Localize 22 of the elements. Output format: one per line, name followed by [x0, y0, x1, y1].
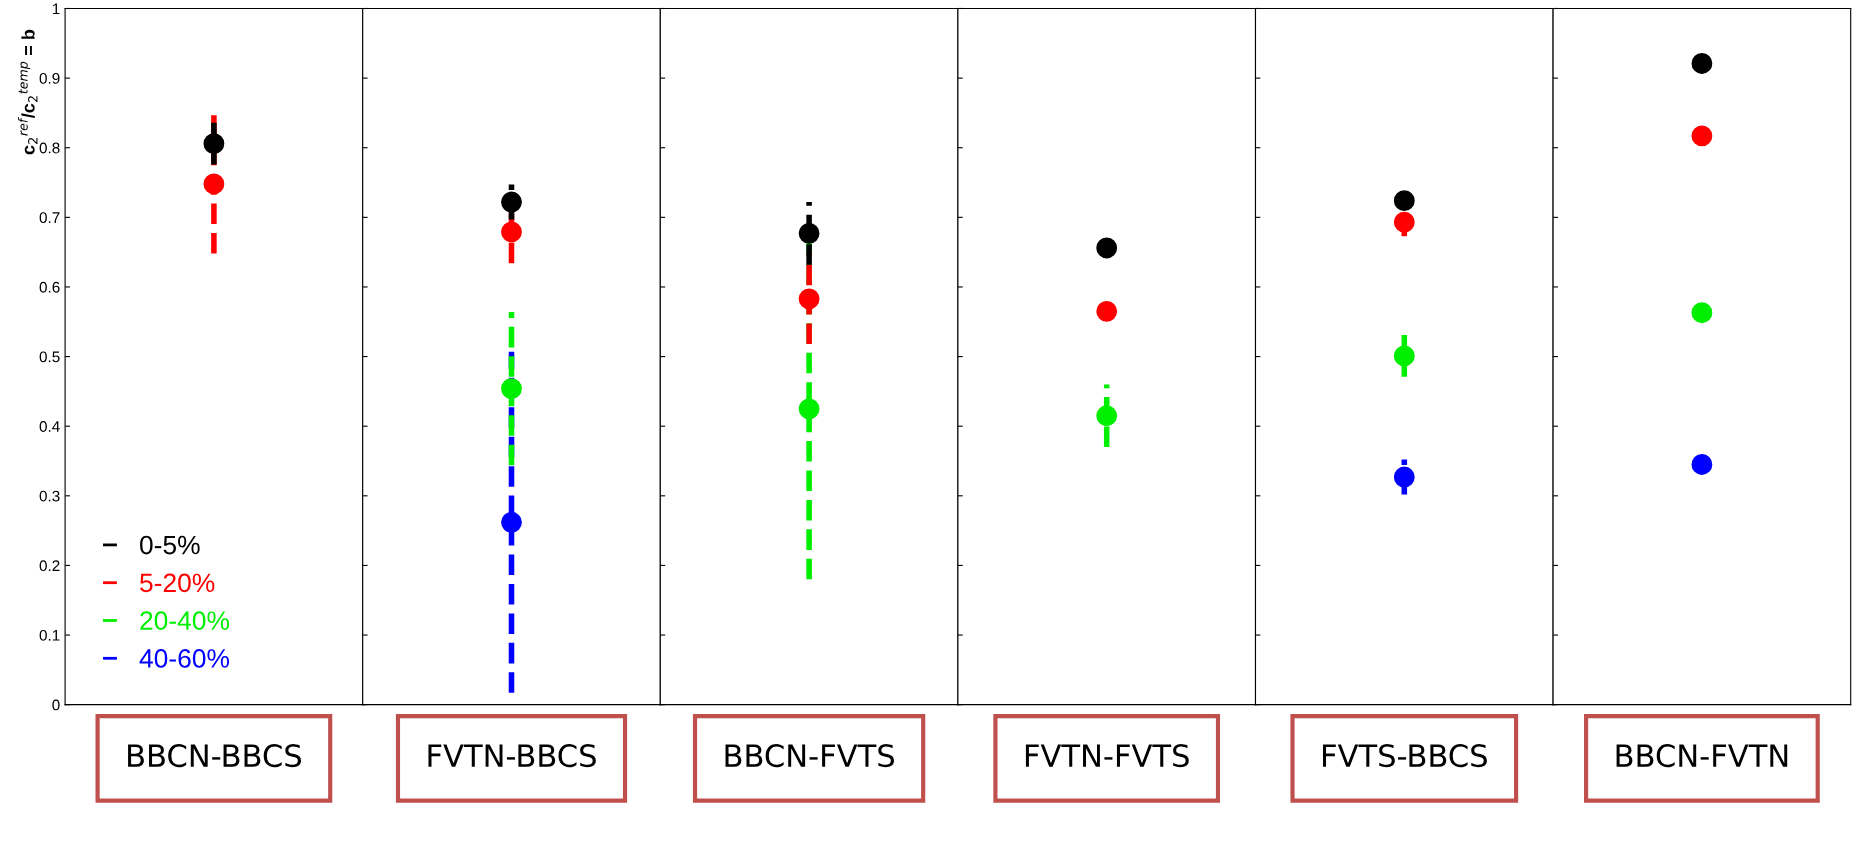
y-tick-label: 0.1 — [39, 629, 60, 641]
x-tick-label: BBCN-FVTN — [1616, 744, 1788, 768]
y-tick-label: 1 — [52, 3, 60, 15]
legend-label: 5-20% — [140, 573, 215, 593]
y-tick-label: 0.3 — [39, 490, 60, 502]
y-axis-title: c$_{2}$$^{ref}$/c$_{2}$$^{temp}$ = b — [17, 29, 38, 155]
y-tick-label: 0.2 — [39, 560, 60, 572]
x-tick-label: FVTN-BBCS — [428, 744, 596, 768]
x-tick-label: BBCN-BBCS — [128, 744, 301, 768]
y-tick-label: 0.6 — [39, 281, 60, 293]
y-tick-label: 0 — [52, 699, 60, 711]
y-tick-label: 0.4 — [39, 421, 60, 432]
x-tick-label: FVTN-FVTS — [1025, 744, 1189, 768]
y-tick-label: 0.8 — [39, 142, 60, 154]
legend-label: 20-40% — [140, 611, 230, 630]
legend-label: 0-5% — [140, 535, 200, 555]
x-tick-label: FVTS-BBCS — [1323, 744, 1487, 768]
x-tick-label: BBCN-FVTS — [725, 744, 894, 768]
legend-label: 40-60% — [139, 649, 230, 668]
y-tick-label: 0.7 — [39, 212, 60, 224]
y-tick-label: 0.9 — [39, 72, 60, 84]
y-tick-label: 0.5 — [39, 351, 60, 363]
